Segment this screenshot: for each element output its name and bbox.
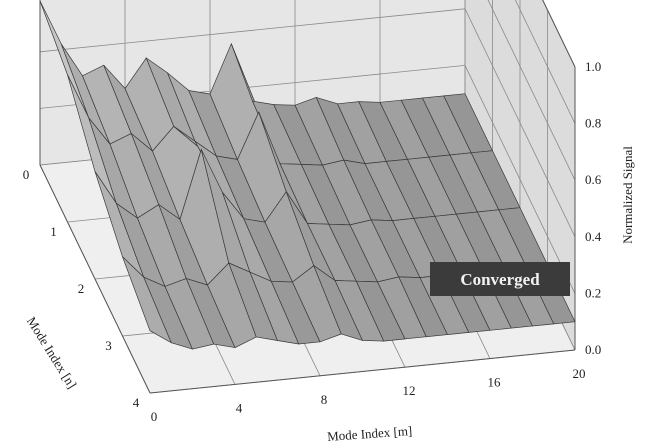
y-tick-label: 4 [133,395,140,410]
z-tick-label: 1.0 [585,59,601,74]
frame-edge [542,0,576,68]
converged-badge: Converged [430,262,570,296]
x-tick-label: 8 [321,392,328,407]
grid-line [39,8,466,53]
z-tick-label: 0.0 [585,342,601,357]
y-tick-label: 2 [78,281,85,296]
converged-badge-text: Converged [460,270,540,289]
frame-edge [149,349,576,394]
z-tick-label: 0.6 [585,172,602,187]
z-axis-label: Normalized Signal [620,146,635,244]
y-tick-label: 1 [50,224,57,239]
y-axis-label: Mode Index [n] [24,314,80,391]
y-tick-label: 3 [105,338,112,353]
y-tick-label: 0 [23,167,30,182]
x-tick-label: 0 [151,409,158,424]
x-tick-label: 4 [236,400,243,415]
x-tick-label: 16 [488,375,502,390]
x-axis-label: Mode Index [m] [327,423,413,444]
x-tick-label: 20 [573,366,586,381]
converged-badge-background [430,262,570,296]
z-tick-label: 0.8 [585,116,601,131]
z-tick-label: 0.2 [585,285,601,300]
x-tick-label: 12 [403,383,416,398]
z-tick-label: 0.4 [585,229,602,244]
surface-mesh [39,0,576,350]
frame-edge [39,164,151,394]
